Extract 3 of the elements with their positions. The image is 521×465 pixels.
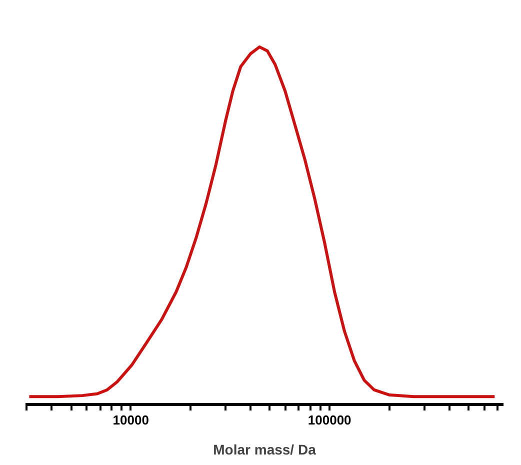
x-axis-title: Molar mass/ Da [213,442,316,458]
x-tick-label: 100000 [308,412,352,428]
x-tick-label: 10000 [112,412,149,428]
